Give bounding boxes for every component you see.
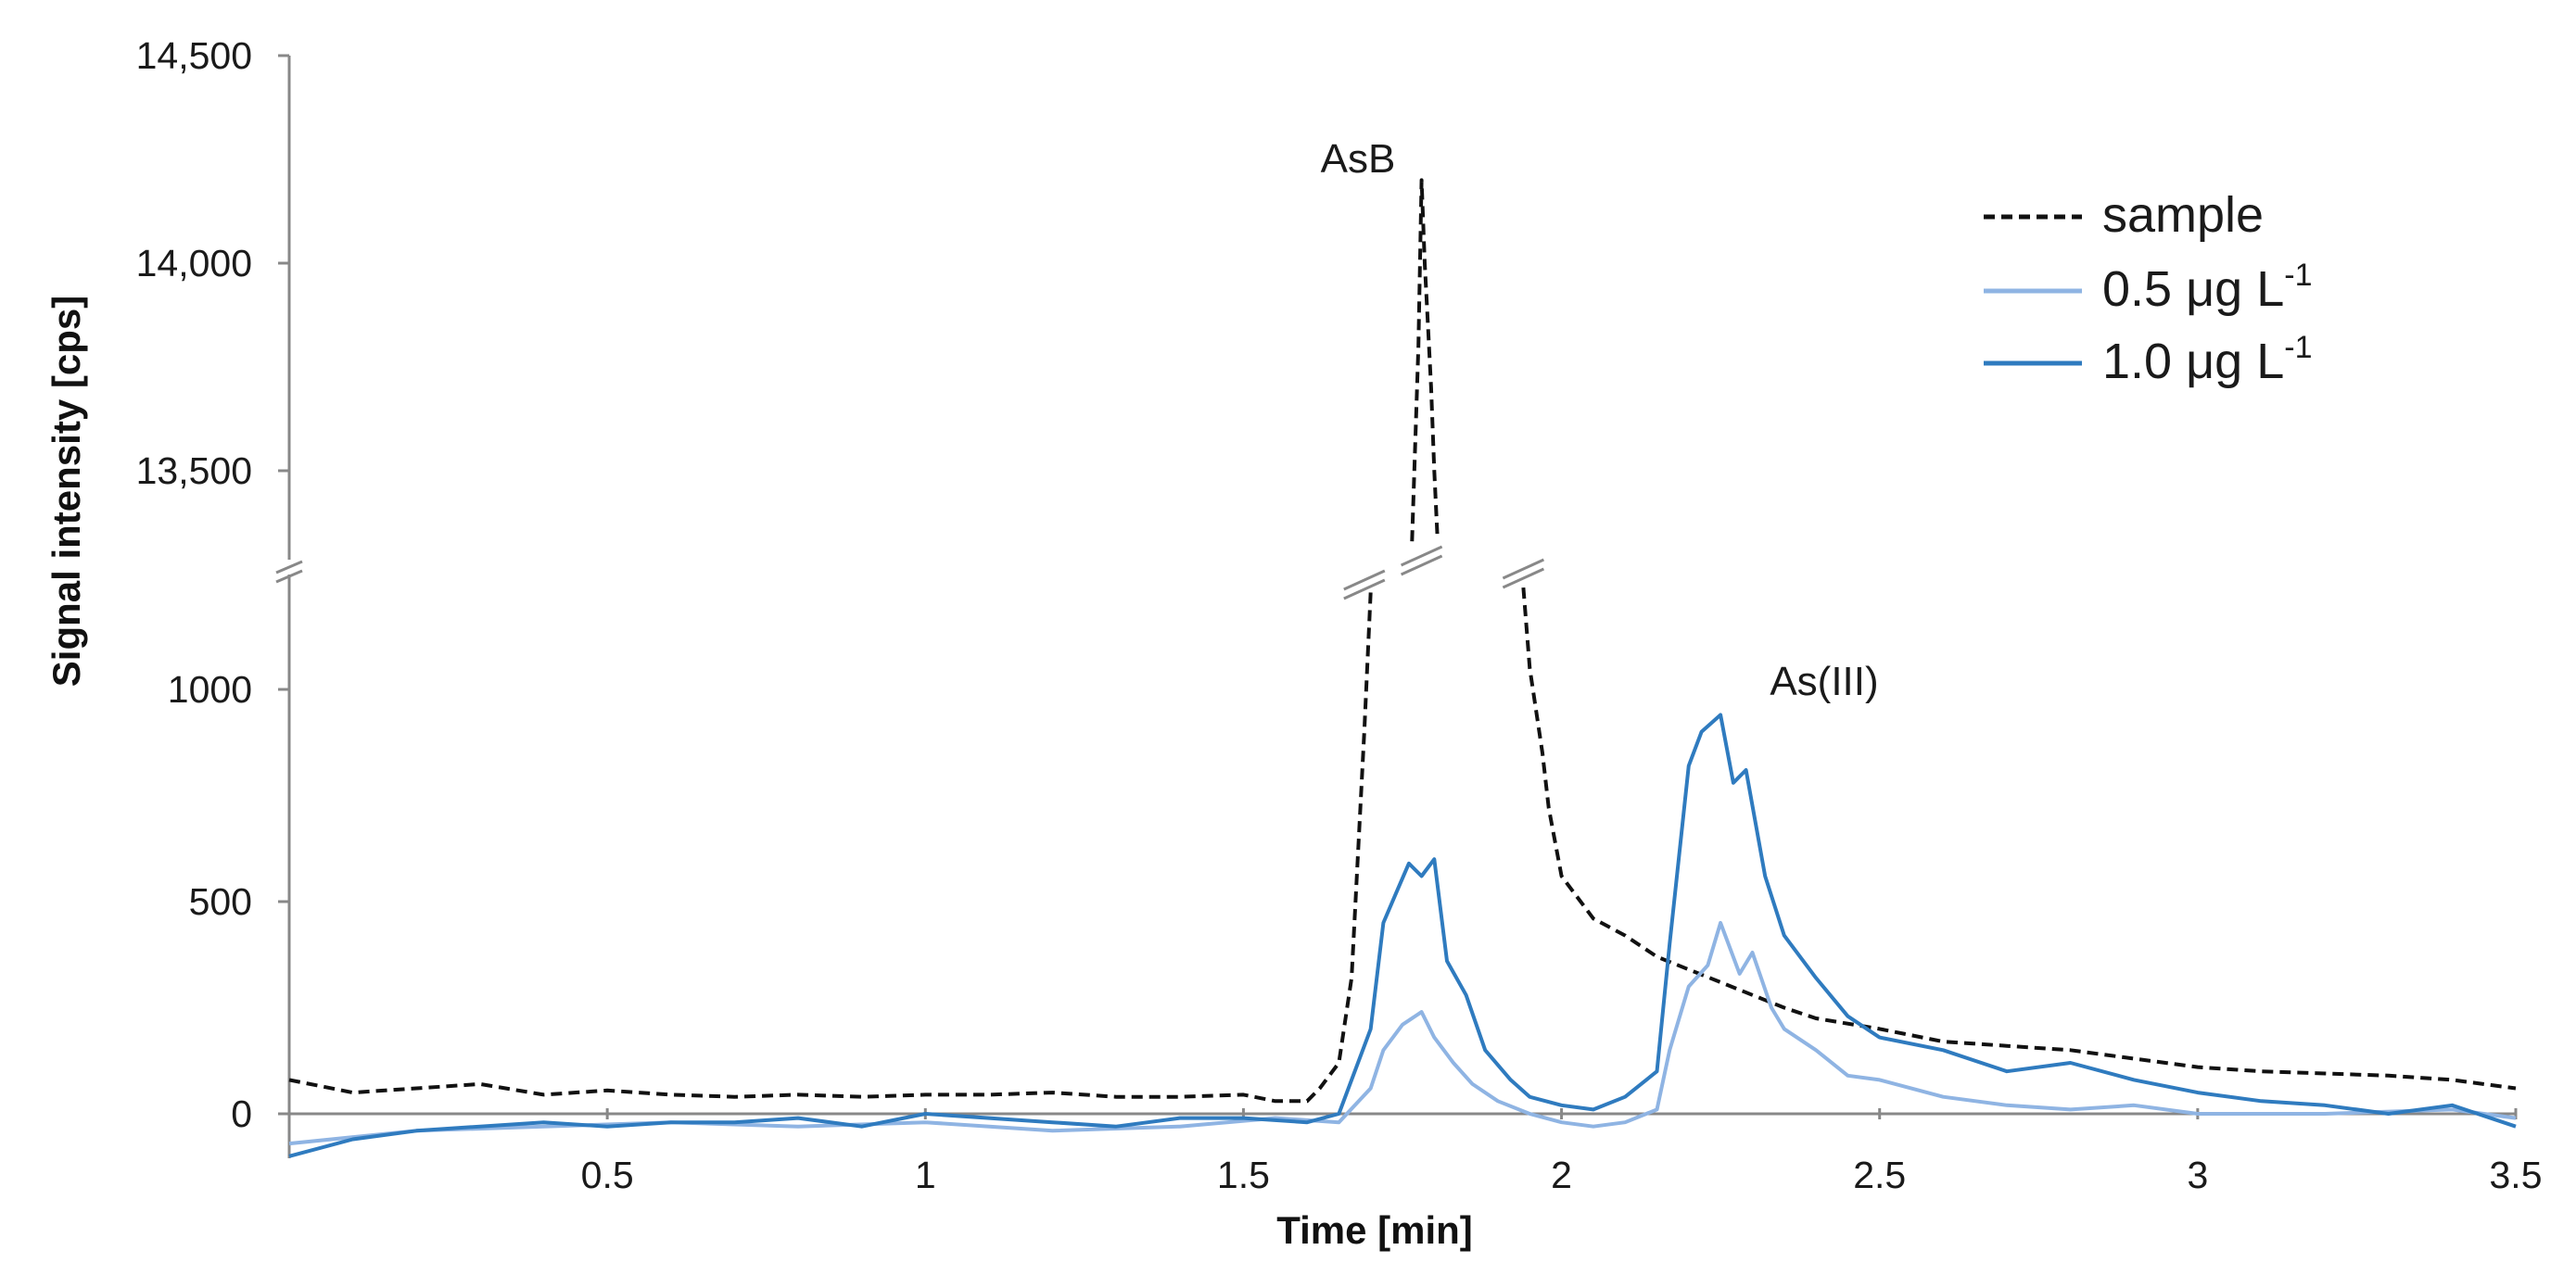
series-2-line <box>288 713 2517 1158</box>
x-tick-label: 2 <box>1551 1154 1572 1196</box>
legend-label-text: 1.0 μg L <box>2102 334 2284 389</box>
series-break-mark <box>1400 554 1443 576</box>
series-sample-lower <box>288 591 1373 1104</box>
y-tick-label: 14,000 <box>136 242 252 284</box>
legend-label-text: 0.5 μg L <box>2102 261 2284 317</box>
legend-label-text: sample <box>2102 187 2264 243</box>
series-1-line <box>288 920 2517 1146</box>
y-axis-title: Signal intensity [cps] <box>44 296 88 687</box>
series-break-mark <box>1400 545 1443 567</box>
x-axis-title: Time [min] <box>1276 1208 1473 1252</box>
legend-label-superscript: -1 <box>2284 330 2312 365</box>
series-break-mark <box>1502 567 1545 589</box>
legend-label-0: sample <box>2102 187 2264 243</box>
y-axis-break-mark <box>275 560 303 575</box>
x-tick-label: 1 <box>915 1154 936 1196</box>
x-tick-label: 0.5 <box>581 1154 634 1196</box>
axes <box>275 54 2518 1158</box>
legend-label-superscript: -1 <box>2284 258 2312 293</box>
labels-layer: 0.5 1 1.5 2 2.5 3 3.5 0 500 1000 13,500 14,000 14,50… <box>44 34 2543 1252</box>
series-break-mark <box>1343 578 1386 600</box>
legend-label-2: 1.0 μg L-1 <box>2102 330 2313 389</box>
x-tick-label: 3 <box>2187 1154 2208 1196</box>
annotation-asb: AsB <box>1321 136 1396 182</box>
annotation-as-iii: As(III) <box>1770 659 1878 704</box>
x-tick-label: 1.5 <box>1217 1154 1270 1196</box>
series-layer <box>288 178 2517 1158</box>
series-break-mark <box>1343 569 1386 591</box>
y-tick-label: 14,500 <box>136 34 252 77</box>
y-tick-label: 500 <box>189 880 252 923</box>
y-tick-label: 1000 <box>168 668 252 711</box>
x-tick-label: 3.5 <box>2490 1154 2543 1196</box>
series-sample-tail <box>1521 587 2517 1091</box>
series-break-mark <box>1502 558 1545 580</box>
x-tick-label: 2.5 <box>1853 1154 1906 1196</box>
series-sample-upper <box>1410 178 1440 542</box>
y-tick-label: 13,500 <box>136 449 252 492</box>
legend-label-1: 0.5 μg L-1 <box>2102 258 2313 317</box>
y-tick-label: 0 <box>231 1092 252 1135</box>
y-axis-break-mark <box>275 569 303 584</box>
